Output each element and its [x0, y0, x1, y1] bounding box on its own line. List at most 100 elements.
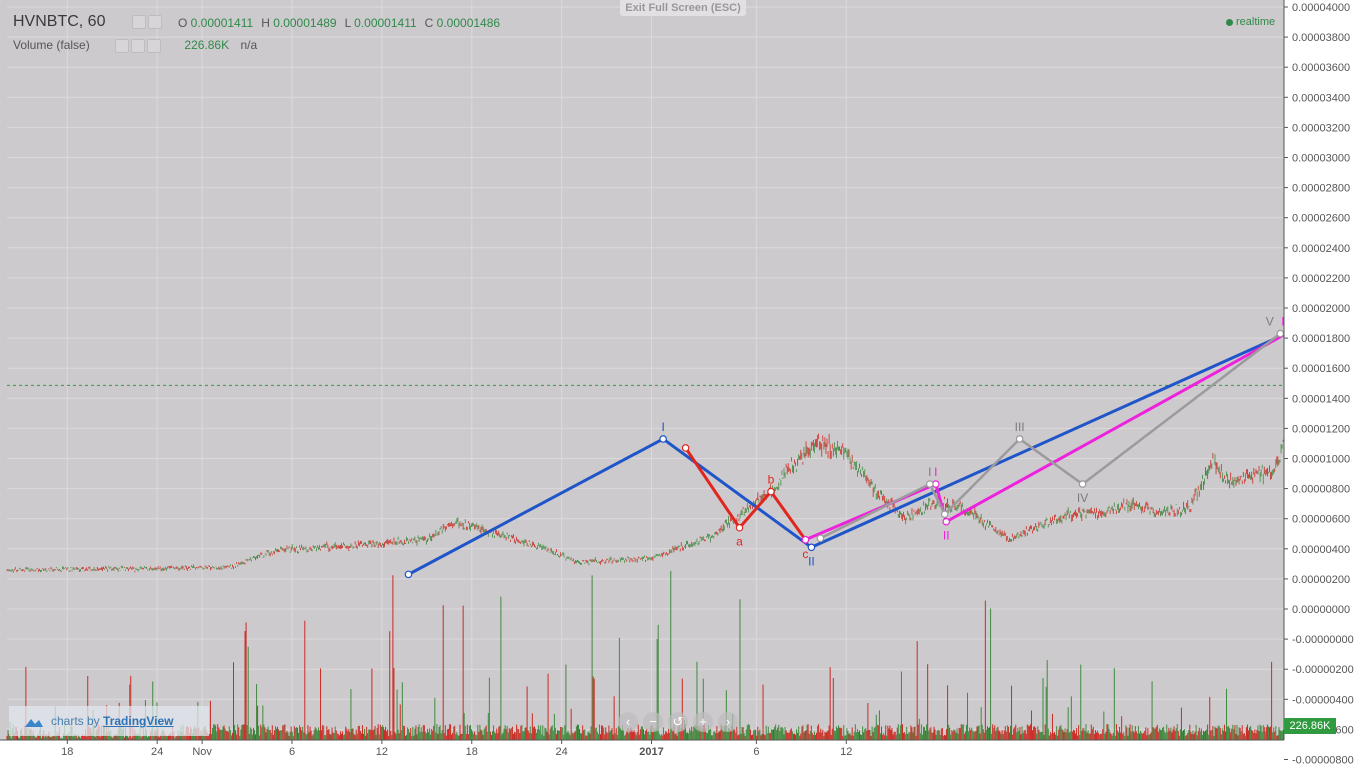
time-tick-label: 24: [556, 746, 568, 758]
legend-close-icon[interactable]: [147, 14, 162, 29]
price-tick-label: -0.00000000: [1292, 634, 1354, 646]
time-tick-label: 18: [466, 746, 478, 758]
price-candles: [6, 383, 1313, 573]
time-tick-label: Nov: [192, 746, 212, 758]
price-tick-label: 0.00000200: [1292, 574, 1350, 586]
wave-label-grey: IV: [1077, 491, 1088, 505]
wave-point-grey: [940, 510, 949, 518]
status-dot-icon: [1226, 18, 1233, 26]
scroll-left-icon[interactable]: ‹: [618, 712, 638, 732]
price-tick-label: 0.00000600: [1292, 514, 1350, 526]
wave-label-grey: III: [1015, 420, 1025, 434]
price-tick-label: 0.00002000: [1292, 303, 1350, 315]
wave-line-grey: [819, 332, 1282, 540]
price-tick-label: -0.00000400: [1292, 694, 1354, 706]
ohlc-label-c: C: [424, 16, 437, 30]
ohlc-values: O 0.00001411 H 0.00001489 L 0.00001411 C 0.…: [178, 16, 508, 30]
wave-point-blue: [807, 543, 816, 552]
wave-label-grey: I: [928, 465, 931, 479]
price-tick-label: 0.00003400: [1292, 92, 1350, 104]
ohlc-value-c: 0.00001486: [436, 16, 501, 30]
wave-point-red: [767, 487, 775, 496]
price-tick-label: 0.00003800: [1292, 32, 1350, 44]
price-tick-label: 0.00000800: [1292, 484, 1350, 496]
plot-area: [7, 0, 1284, 738]
volume-bars: [6, 570, 1314, 740]
wave-point-grey: [1015, 435, 1024, 443]
price-tick-label: 0.00001600: [1292, 363, 1350, 375]
volume-close-icon[interactable]: [147, 38, 162, 53]
volume-extra: n/a: [240, 38, 258, 52]
cloud-logo-icon: [25, 718, 43, 727]
price-tick-label: 0.00004000: [1292, 2, 1350, 14]
zoom-in-icon[interactable]: +: [693, 712, 713, 732]
realtime-status: realtime: [1226, 16, 1275, 28]
wave-label-magenta: I: [934, 465, 937, 479]
time-tick-label: 2017: [639, 746, 663, 758]
price-tick-label: 0.00002400: [1292, 243, 1350, 255]
time-axis[interactable]: 18 24 Nov 6 12 18 24 2017 6 12: [0, 739, 1284, 768]
time-tick-label: 24: [151, 746, 163, 758]
wave-point-magenta: [942, 517, 951, 526]
ohlc-label-l: L: [344, 16, 355, 30]
price-tick-label: 0.00002600: [1292, 213, 1350, 225]
wave-point-blue: [659, 435, 667, 443]
price-axis-bg: [1284, 0, 1366, 768]
price-axis[interactable]: 0.00004000 0.00003800 0.00003600 0.00003400…: [1283, 0, 1366, 768]
time-tick-label: 18: [61, 746, 73, 758]
time-tick-label: 12: [376, 746, 388, 758]
wave-label-grey: V: [1266, 315, 1274, 329]
wave-label-red: c: [802, 547, 808, 561]
chart-grid: [7, 0, 1284, 760]
ohlc-value-l: 0.00001411: [354, 16, 417, 30]
time-tick-label: 12: [840, 746, 852, 758]
wave-point-magenta: [801, 535, 810, 544]
exit-fullscreen-hint[interactable]: Exit Full Screen (ESC): [620, 0, 746, 16]
wave-point-red: [735, 523, 744, 532]
wave-point-grey: [1078, 480, 1087, 488]
volume-axis-label: 226.86K: [1284, 718, 1336, 734]
price-tick-label: 0.00001000: [1292, 454, 1350, 466]
wave-label-magenta: II: [943, 529, 950, 543]
volume-eye-icon[interactable]: [115, 38, 130, 53]
symbol-title: HVNBTC, 60: [13, 13, 106, 30]
zoom-out-icon[interactable]: −: [643, 712, 663, 732]
price-tick-label: 0.00001800: [1292, 333, 1350, 345]
tradingview-branding[interactable]: charts by TradingView: [9, 706, 209, 736]
ohlc-label-h: H: [261, 16, 274, 30]
volume-study-title: Volume (false): [13, 38, 90, 52]
wave-point-grey: [816, 534, 825, 543]
wave-point-grey: [925, 480, 934, 488]
price-tick-label: 0.00002200: [1292, 273, 1350, 285]
wave-label-red: b: [768, 473, 775, 487]
ohlc-label-o: O: [178, 16, 191, 30]
price-tick-label: 0.00000000: [1292, 604, 1350, 616]
price-tick-label: 0.00000400: [1292, 544, 1350, 556]
tradingview-link[interactable]: TradingView: [103, 714, 174, 728]
ohlc-value-o: 0.00001411: [190, 16, 254, 30]
time-tick-label: 6: [753, 746, 759, 758]
price-tick-label: 0.00003200: [1292, 122, 1350, 134]
price-tick-label: 0.00003000: [1292, 153, 1350, 165]
price-tick-label: 0.00003600: [1292, 62, 1350, 74]
wave-point-blue: [404, 570, 413, 579]
scroll-right-icon[interactable]: ›: [718, 712, 738, 732]
volume-settings-icon[interactable]: [131, 38, 146, 53]
wave-line-red: [684, 447, 807, 541]
volume-legend: Volume (false) 226.86K n/a: [13, 38, 257, 53]
wave-point-red: [681, 444, 690, 452]
wave-label-blue: II: [808, 554, 815, 568]
price-tick-label: 0.00001200: [1292, 423, 1350, 435]
time-axis-bg: [0, 740, 1284, 768]
wave-label-blue: I: [661, 420, 664, 434]
reset-icon[interactable]: ↺: [668, 712, 688, 732]
wave-label-red: a: [736, 535, 743, 549]
time-tick-label: 6: [289, 746, 295, 758]
volume-value: 226.86K: [184, 38, 230, 52]
legend-settings-icon[interactable]: [131, 14, 146, 29]
symbol-legend: HVNBTC, 60: [13, 13, 164, 31]
wave-point-grey: [1276, 329, 1285, 338]
price-tick-label: -0.00000200: [1292, 664, 1354, 676]
ohlc-value-h: 0.00001489: [273, 16, 337, 30]
